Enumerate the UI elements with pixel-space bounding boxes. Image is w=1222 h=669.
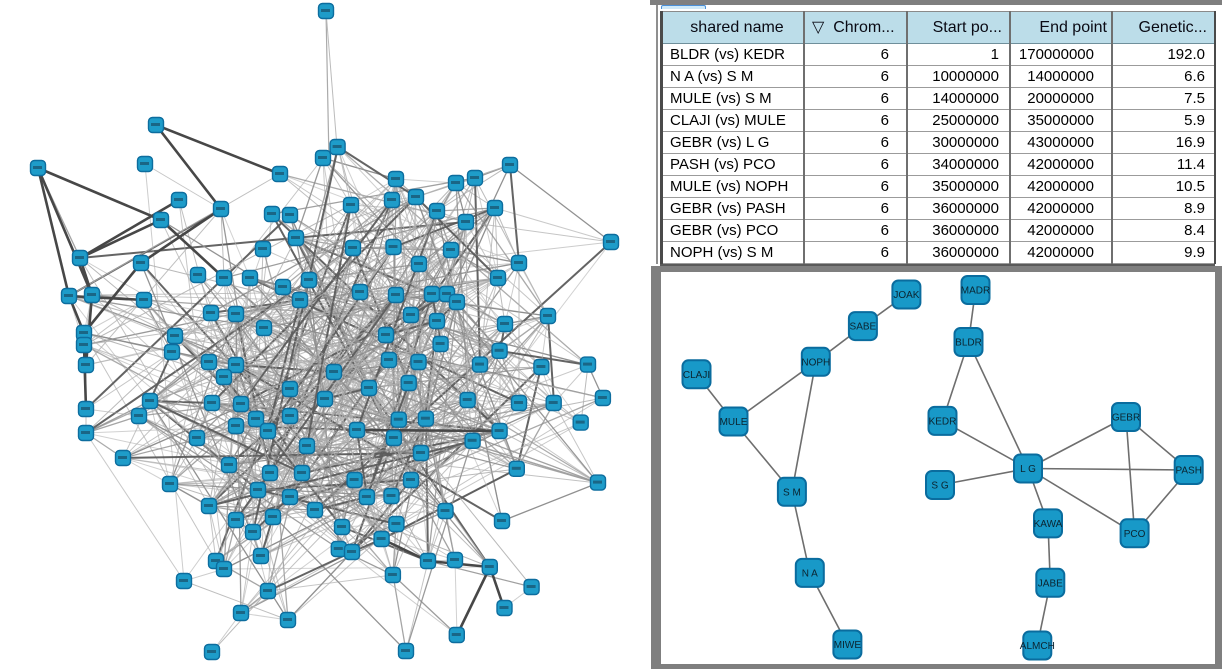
svg-text:SABE: SABE (850, 322, 877, 333)
svg-text:PASH: PASH (1175, 466, 1202, 477)
svg-text:PCO: PCO (1124, 529, 1146, 540)
svg-text:MULE: MULE (720, 417, 748, 428)
svg-text:MADR: MADR (961, 286, 990, 297)
svg-text:CLAJI: CLAJI (683, 370, 710, 381)
svg-text:NOPH: NOPH (801, 357, 830, 368)
svg-text:L G: L G (1020, 464, 1036, 475)
svg-text:JABE: JABE (1038, 578, 1063, 589)
svg-text:N A: N A (802, 568, 818, 579)
svg-text:GEBR: GEBR (1112, 413, 1140, 424)
svg-text:KEDR: KEDR (929, 416, 957, 427)
svg-text:KAWA: KAWA (1034, 519, 1063, 530)
svg-text:S M: S M (783, 487, 801, 498)
svg-text:S G: S G (931, 481, 948, 492)
svg-text:MIWE: MIWE (834, 640, 862, 651)
svg-text:BLDR: BLDR (955, 338, 982, 349)
svg-text:ALMCH: ALMCH (1020, 641, 1055, 652)
svg-text:JOAK: JOAK (893, 290, 919, 301)
